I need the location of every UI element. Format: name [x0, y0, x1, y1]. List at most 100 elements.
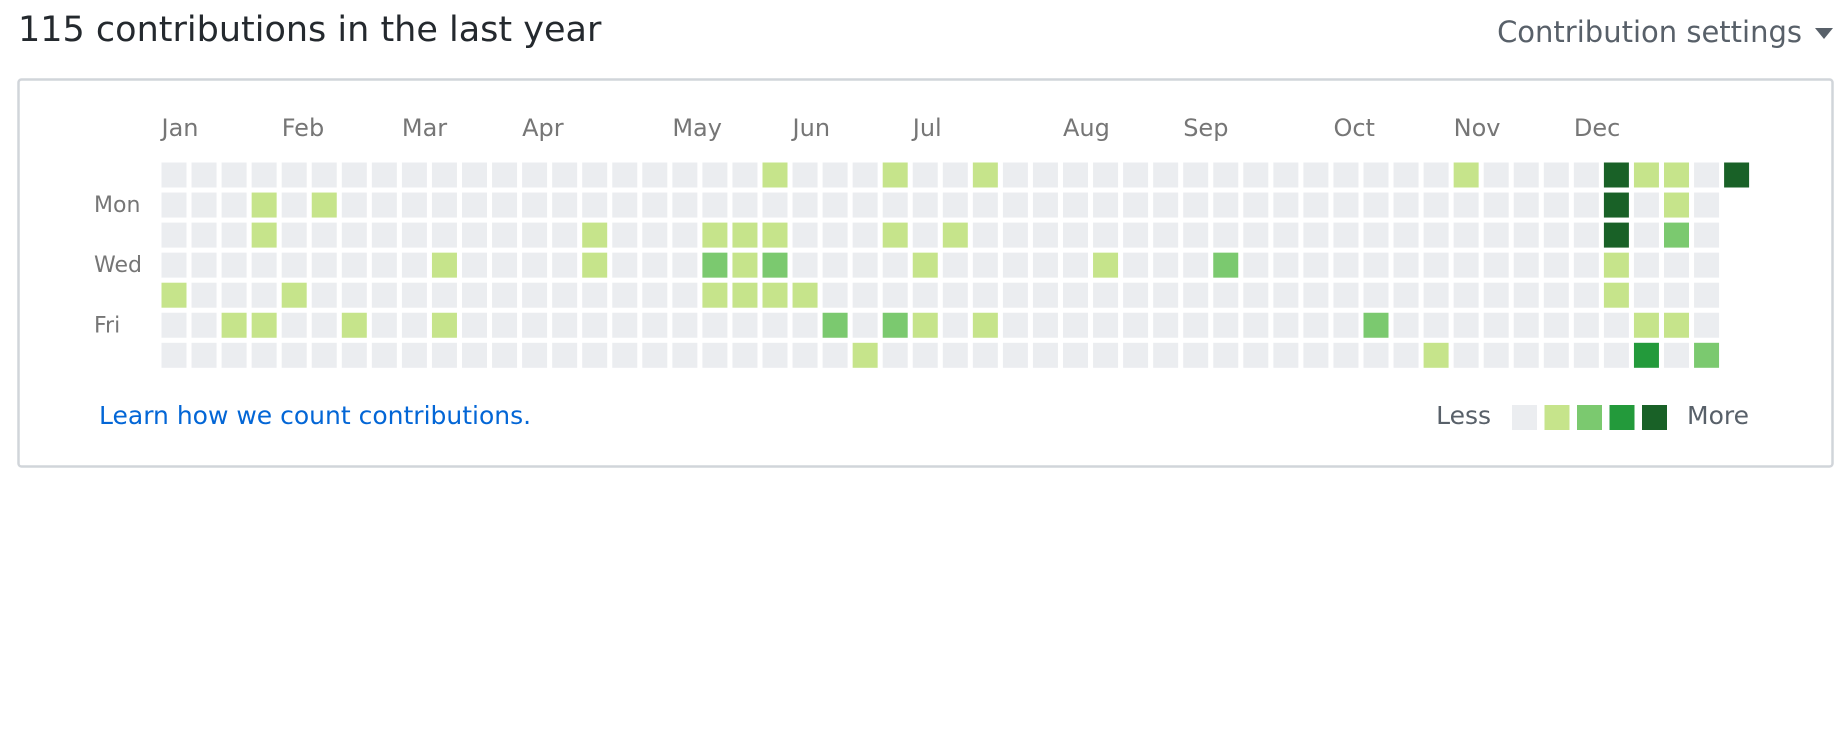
day-cell	[371, 282, 397, 308]
day-cell	[221, 192, 247, 218]
day-cell	[281, 192, 307, 218]
day-cell	[1153, 192, 1179, 218]
day-cell	[792, 342, 818, 368]
day-cell	[371, 222, 397, 248]
day-cell	[401, 312, 427, 338]
day-cell	[341, 312, 367, 338]
day-cell	[1303, 192, 1329, 218]
day-cell	[1153, 312, 1179, 338]
day-cell	[1633, 342, 1659, 368]
day-cell	[281, 282, 307, 308]
day-cell	[702, 192, 728, 218]
day-cell	[221, 282, 247, 308]
day-cell	[552, 312, 578, 338]
day-cell	[1423, 342, 1449, 368]
day-cell	[552, 222, 578, 248]
day-cell	[582, 342, 608, 368]
day-cell	[852, 342, 878, 368]
day-cell	[1423, 282, 1449, 308]
day-cell	[1333, 252, 1359, 278]
day-cell	[1243, 162, 1269, 188]
day-cell	[401, 162, 427, 188]
day-cell	[462, 342, 487, 368]
day-cell	[1603, 252, 1629, 278]
day-cell	[552, 282, 578, 308]
day-cell	[1063, 222, 1088, 248]
day-cell	[912, 222, 938, 248]
day-cell	[912, 162, 938, 188]
day-cell	[1002, 282, 1028, 308]
day-cell	[1002, 192, 1028, 218]
day-cell	[552, 162, 578, 188]
day-cell	[1513, 192, 1539, 218]
day-cell	[612, 222, 638, 248]
day-cell	[1694, 192, 1720, 218]
day-cell	[1273, 282, 1299, 308]
day-cell	[1573, 192, 1599, 218]
month-label: Oct	[1333, 114, 1375, 142]
day-cell	[672, 252, 698, 278]
day-cell	[582, 222, 608, 248]
day-cell	[341, 222, 367, 248]
day-cell	[912, 312, 938, 338]
day-cell	[642, 342, 668, 368]
day-cell	[1543, 192, 1569, 218]
day-cell	[1483, 342, 1509, 368]
day-cell	[1273, 222, 1299, 248]
day-cell	[462, 312, 487, 338]
day-cell	[401, 252, 427, 278]
day-cell	[1543, 222, 1569, 248]
day-cell	[1123, 342, 1149, 368]
day-cell	[492, 252, 518, 278]
day-cell	[401, 222, 427, 248]
day-cell	[1213, 192, 1239, 218]
day-cell	[1032, 162, 1058, 188]
legend-swatch	[1512, 405, 1537, 430]
day-cell	[792, 162, 818, 188]
day-cell	[1273, 162, 1299, 188]
day-cell	[642, 222, 668, 248]
day-cell	[1183, 192, 1209, 218]
day-cell	[1273, 192, 1299, 218]
day-cell	[401, 192, 427, 218]
day-cell	[1363, 192, 1389, 218]
day-cell	[492, 192, 518, 218]
day-cell	[1063, 252, 1088, 278]
day-cell	[1513, 252, 1539, 278]
day-cell	[792, 252, 818, 278]
day-cell	[1453, 282, 1479, 308]
day-cell	[582, 192, 608, 218]
day-label: Fri	[94, 313, 120, 338]
day-cell	[1213, 312, 1239, 338]
day-cell	[311, 312, 337, 338]
day-cell	[1453, 162, 1479, 188]
day-cell	[702, 342, 728, 368]
day-cell	[732, 342, 758, 368]
day-cell	[1123, 252, 1149, 278]
month-label: May	[672, 114, 722, 142]
settings-dropdown[interactable]: Contribution settings	[1497, 15, 1802, 49]
day-cell	[1303, 342, 1329, 368]
learn-link[interactable]: Learn how we count contributions.	[99, 401, 531, 430]
day-cell	[1423, 252, 1449, 278]
day-cell	[1303, 282, 1329, 308]
day-cell	[1393, 222, 1419, 248]
day-cell	[1032, 312, 1058, 338]
day-cell	[1093, 312, 1119, 338]
day-cell	[191, 192, 217, 218]
day-cell	[1183, 162, 1209, 188]
day-cell	[642, 162, 668, 188]
day-cell	[221, 252, 247, 278]
day-cell	[1303, 312, 1329, 338]
dropdown-caret[interactable]	[1815, 28, 1833, 39]
day-cell	[612, 282, 638, 308]
day-cell	[972, 252, 998, 278]
day-cell	[642, 252, 668, 278]
day-cell	[942, 312, 968, 338]
day-cell	[882, 192, 908, 218]
day-cell	[431, 282, 457, 308]
day-cell	[1694, 342, 1720, 368]
day-cell	[672, 282, 698, 308]
day-cell	[1363, 312, 1389, 338]
day-cell	[552, 252, 578, 278]
